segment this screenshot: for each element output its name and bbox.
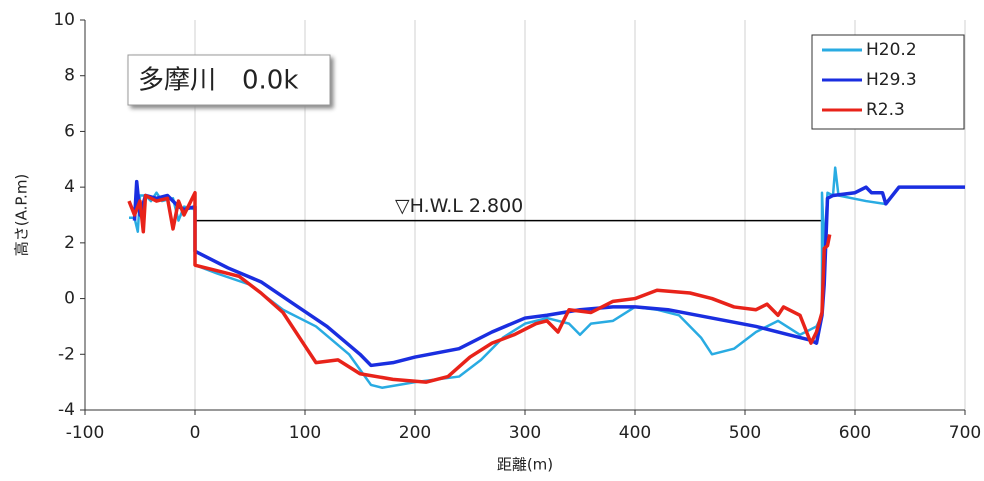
legend-label: H29.3 — [866, 70, 917, 90]
y-tick-label: -2 — [58, 344, 75, 364]
y-tick-label: -4 — [58, 400, 75, 420]
x-tick-label: 300 — [509, 423, 541, 443]
x-tick-label: 400 — [619, 423, 651, 443]
x-axis-label: 距離(m) — [497, 456, 553, 474]
y-axis-label: 高さ(A.P.m) — [13, 174, 31, 257]
y-tick-label: 6 — [64, 121, 75, 141]
legend-label: R2.3 — [866, 100, 905, 120]
x-tick-label: 700 — [949, 423, 981, 443]
title-box — [127, 54, 331, 106]
hwl-label: ▽H.W.L 2.800 — [395, 195, 523, 217]
legend-label: H20.2 — [866, 40, 917, 60]
x-tick-label: 600 — [839, 423, 871, 443]
y-tick-label: 0 — [64, 289, 75, 309]
x-tick-label: 100 — [289, 423, 321, 443]
y-tick-label: 10 — [53, 10, 75, 30]
x-tick-label: 0 — [190, 423, 201, 443]
series-line — [127, 190, 832, 384]
y-tick-label: 4 — [64, 177, 75, 197]
x-tick-label: 500 — [729, 423, 761, 443]
chart-title: 多摩川 0.0k — [138, 66, 298, 96]
y-tick-label: 2 — [64, 233, 75, 253]
series-line — [132, 179, 965, 368]
y-tick-label: 8 — [64, 66, 75, 86]
x-tick-label: 200 — [399, 423, 431, 443]
x-tick-label: -100 — [66, 423, 105, 443]
